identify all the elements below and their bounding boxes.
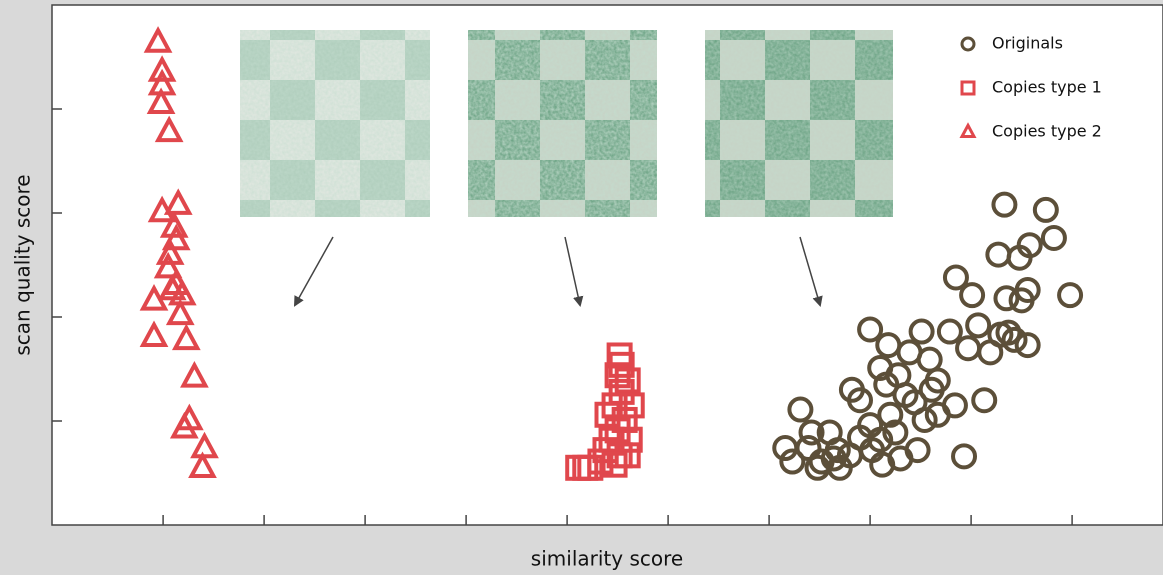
x-axis-label: similarity score — [531, 547, 683, 571]
image-texture — [240, 30, 430, 217]
chart: similarity score scan quality score Orig… — [0, 0, 1163, 575]
sample-images — [240, 30, 893, 217]
y-axis-label: scan quality score — [11, 174, 35, 355]
legend-label: Copies type 2 — [992, 122, 1102, 141]
legend-label: Originals — [992, 34, 1063, 53]
image-texture — [705, 30, 893, 217]
legend-label: Copies type 1 — [992, 78, 1102, 97]
image-texture — [468, 30, 657, 217]
page: {"chart_data": {"type": "scatter", "x_la… — [0, 0, 1163, 575]
